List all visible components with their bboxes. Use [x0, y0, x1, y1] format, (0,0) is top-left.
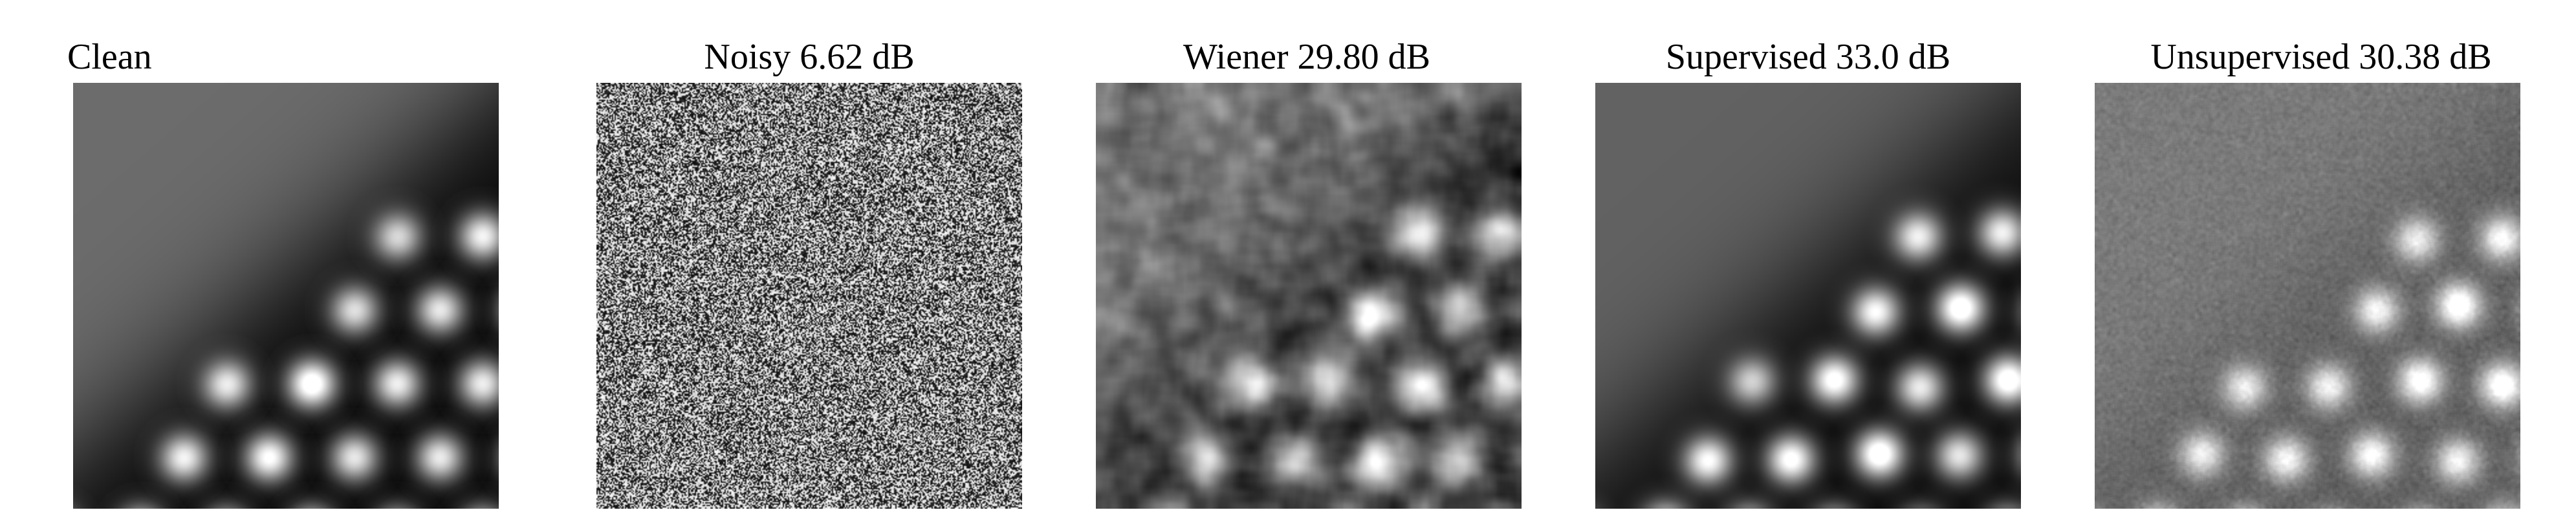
image-clean — [73, 83, 499, 509]
panel-title-supervised: Supervised 33.0 dB — [1595, 31, 2022, 83]
image-supervised — [1595, 83, 2021, 509]
panel-title-wiener: Wiener 29.80 dB — [1093, 31, 1520, 83]
image-noisy — [596, 83, 1022, 509]
image-unsupervised — [2095, 83, 2520, 509]
panel-title-unsupervised: Unsupervised 30.38 dB — [2082, 31, 2560, 83]
panel-title-noisy: Noisy 6.62 dB — [596, 31, 1023, 83]
panel-title-clean: Clean — [67, 31, 326, 83]
image-wiener — [1096, 83, 1522, 509]
